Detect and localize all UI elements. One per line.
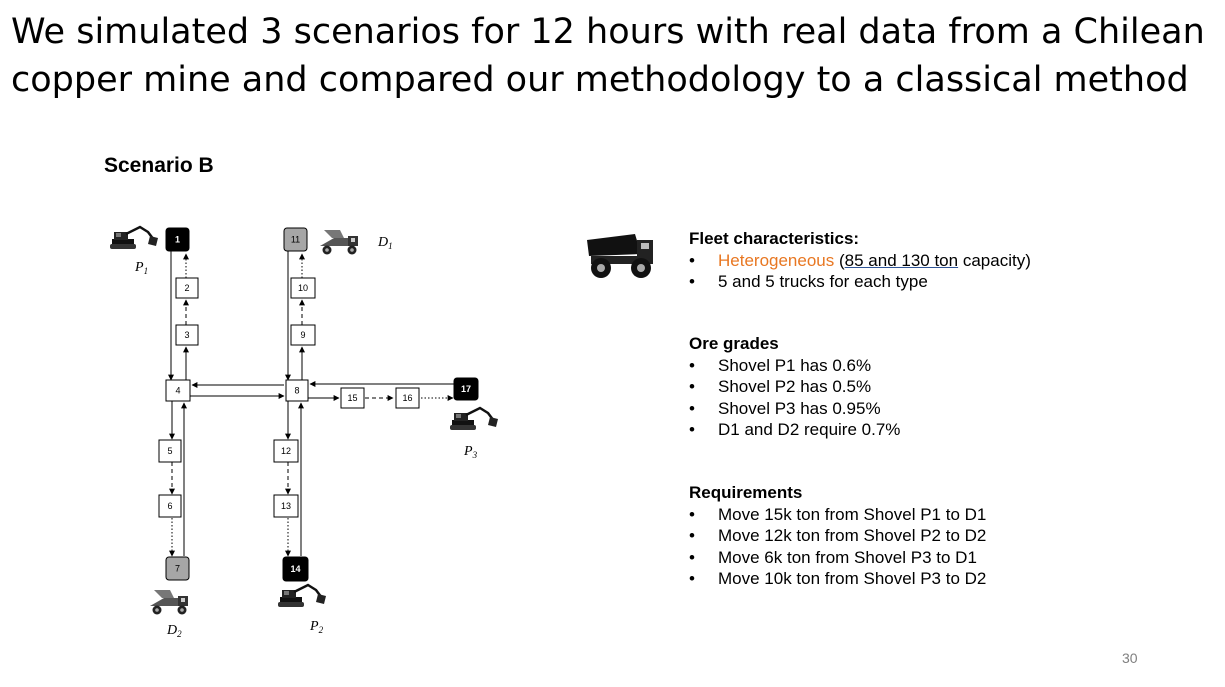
shovel-p2-icon	[276, 583, 328, 609]
node-16: 16	[395, 387, 420, 409]
requirement-item: Move 12k ton from Shovel P2 to D2	[689, 525, 986, 547]
edges	[168, 251, 455, 557]
ore-item: Shovel P2 has 0.5%	[689, 376, 900, 398]
shovel-p1-icon	[108, 225, 160, 251]
svg-text:5: 5	[167, 446, 172, 456]
node-10: 10	[290, 277, 316, 299]
node-15: 15	[340, 387, 365, 409]
ore-item: D1 and D2 require 0.7%	[689, 419, 900, 441]
node-17: 17	[453, 377, 479, 401]
svg-text:11: 11	[291, 235, 300, 245]
node-3: 3	[175, 324, 199, 346]
svg-text:9: 9	[300, 330, 305, 340]
node-11: 11	[283, 227, 308, 252]
ore-item: Shovel P1 has 0.6%	[689, 355, 900, 377]
svg-text:4: 4	[175, 386, 180, 396]
ore-section: Ore grades Shovel P1 has 0.6% Shovel P2 …	[689, 333, 900, 441]
svg-text:2: 2	[184, 283, 189, 293]
label-d2: D2	[166, 623, 182, 639]
svg-text:16: 16	[402, 393, 412, 403]
ore-heading: Ore grades	[689, 334, 779, 353]
node-6: 6	[158, 494, 182, 518]
node-8: 8	[285, 379, 309, 402]
node-12: 12	[273, 439, 299, 463]
fleet-item-heterogeneous: Heterogeneous (85 and 130 ton capacity)	[689, 250, 1031, 272]
node-4: 4	[165, 379, 191, 402]
dump-d1-icon	[320, 230, 358, 255]
label-p3: P3	[463, 444, 478, 460]
svg-text:15: 15	[347, 393, 357, 403]
label-d1: D1	[377, 235, 393, 251]
fleet-heading: Fleet characteristics:	[689, 229, 860, 248]
svg-text:12: 12	[281, 446, 291, 456]
scenario-label: Scenario B	[104, 154, 214, 177]
svg-text:3: 3	[184, 330, 189, 340]
node-1: 1	[165, 227, 190, 252]
svg-text:10: 10	[298, 283, 308, 293]
fleet-item-counts: 5 and 5 trucks for each type	[689, 271, 1031, 293]
page-number: 30	[1122, 650, 1138, 666]
fleet-section: Fleet characteristics: Heterogeneous (85…	[689, 228, 1031, 293]
haul-truck-icon	[587, 234, 653, 278]
node-9: 9	[290, 324, 316, 346]
requirements-heading: Requirements	[689, 483, 803, 502]
svg-text:14: 14	[290, 564, 300, 574]
svg-text:13: 13	[281, 501, 291, 511]
svg-text:6: 6	[167, 501, 172, 511]
label-p2: P2	[309, 619, 324, 635]
node-2: 2	[175, 277, 199, 299]
node-7: 7	[165, 556, 190, 581]
ore-item: Shovel P3 has 0.95%	[689, 398, 900, 420]
dump-d2-icon	[150, 590, 188, 615]
svg-text:8: 8	[294, 386, 299, 396]
node-14: 14	[282, 556, 309, 582]
requirements-section: Requirements Move 15k ton from Shovel P1…	[689, 482, 986, 590]
shovel-p3-icon	[448, 406, 500, 432]
requirement-item: Move 10k ton from Shovel P3 to D2	[689, 568, 986, 590]
node-5: 5	[158, 439, 182, 463]
requirement-item: Move 15k ton from Shovel P1 to D1	[689, 504, 986, 526]
requirement-item: Move 6k ton from Shovel P3 to D1	[689, 547, 986, 569]
node-13: 13	[273, 494, 299, 518]
slide-title: We simulated 3 scenarios for 12 hours wi…	[11, 12, 1205, 100]
svg-text:17: 17	[461, 384, 471, 394]
label-p1: P1	[134, 260, 148, 276]
svg-text:1: 1	[175, 235, 180, 245]
svg-text:7: 7	[175, 564, 180, 574]
